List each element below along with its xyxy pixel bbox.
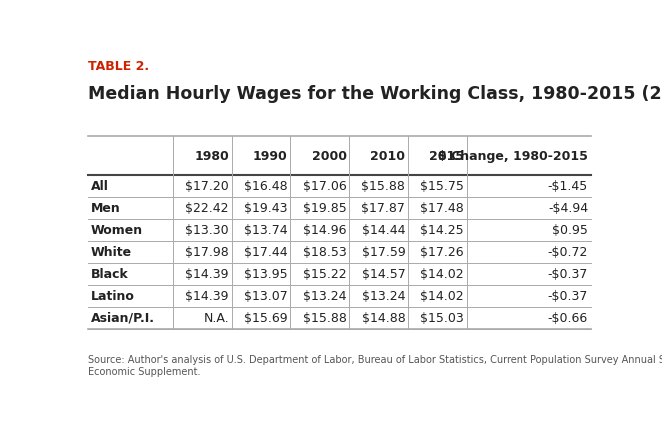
Text: $13.74: $13.74: [244, 224, 288, 237]
Text: $13.30: $13.30: [185, 224, 229, 237]
Text: $14.44: $14.44: [361, 224, 405, 237]
Text: -$1.45: -$1.45: [548, 180, 588, 193]
Text: $13.24: $13.24: [303, 290, 346, 303]
Text: 2000: 2000: [312, 150, 346, 163]
Text: $19.85: $19.85: [303, 202, 346, 215]
Text: 1990: 1990: [253, 150, 288, 163]
Text: $13.95: $13.95: [244, 268, 288, 281]
Text: Median Hourly Wages for the Working Class, 1980-2015 (2015 dollars): Median Hourly Wages for the Working Clas…: [88, 85, 662, 103]
Text: All: All: [91, 180, 109, 193]
Text: $14.88: $14.88: [361, 312, 405, 325]
Text: 2015: 2015: [429, 150, 464, 163]
Text: -$0.37: -$0.37: [547, 290, 588, 303]
Text: $13.07: $13.07: [244, 290, 288, 303]
Text: -$4.94: -$4.94: [548, 202, 588, 215]
Text: $22.42: $22.42: [185, 202, 229, 215]
Text: $ Change, 1980-2015: $ Change, 1980-2015: [438, 150, 588, 163]
Text: $15.88: $15.88: [303, 312, 346, 325]
Text: $15.69: $15.69: [244, 312, 288, 325]
Text: 1980: 1980: [194, 150, 229, 163]
Text: $14.25: $14.25: [420, 224, 464, 237]
Text: $15.03: $15.03: [420, 312, 464, 325]
Text: $17.59: $17.59: [361, 246, 405, 259]
Text: $15.75: $15.75: [420, 180, 464, 193]
Text: $17.98: $17.98: [185, 246, 229, 259]
Text: $15.88: $15.88: [361, 180, 405, 193]
Text: $16.48: $16.48: [244, 180, 288, 193]
Text: 2010: 2010: [370, 150, 405, 163]
Text: -$0.72: -$0.72: [547, 246, 588, 259]
Text: $17.87: $17.87: [361, 202, 405, 215]
Text: -$0.37: -$0.37: [547, 268, 588, 281]
Text: Latino: Latino: [91, 290, 134, 303]
Text: $19.43: $19.43: [244, 202, 288, 215]
Text: Black: Black: [91, 268, 128, 281]
Text: $17.20: $17.20: [185, 180, 229, 193]
Text: $14.39: $14.39: [185, 268, 229, 281]
Text: $14.02: $14.02: [420, 290, 464, 303]
Text: $14.02: $14.02: [420, 268, 464, 281]
Text: $17.44: $17.44: [244, 246, 288, 259]
Text: -$0.66: -$0.66: [548, 312, 588, 325]
Text: $15.22: $15.22: [303, 268, 346, 281]
Text: $0.95: $0.95: [552, 224, 588, 237]
Text: TABLE 2.: TABLE 2.: [88, 60, 149, 73]
Text: N.A.: N.A.: [203, 312, 229, 325]
Text: Men: Men: [91, 202, 120, 215]
Text: $17.48: $17.48: [420, 202, 464, 215]
Text: $14.39: $14.39: [185, 290, 229, 303]
Text: $14.96: $14.96: [303, 224, 346, 237]
Text: Women: Women: [91, 224, 142, 237]
Text: $18.53: $18.53: [303, 246, 346, 259]
Text: $14.57: $14.57: [361, 268, 405, 281]
Text: White: White: [91, 246, 132, 259]
Text: $17.06: $17.06: [303, 180, 346, 193]
Text: $17.26: $17.26: [420, 246, 464, 259]
Text: Asian/P.I.: Asian/P.I.: [91, 312, 154, 325]
Text: $13.24: $13.24: [361, 290, 405, 303]
Text: Source: Author's analysis of U.S. Department of Labor, Bureau of Labor Statistic: Source: Author's analysis of U.S. Depart…: [88, 355, 662, 377]
